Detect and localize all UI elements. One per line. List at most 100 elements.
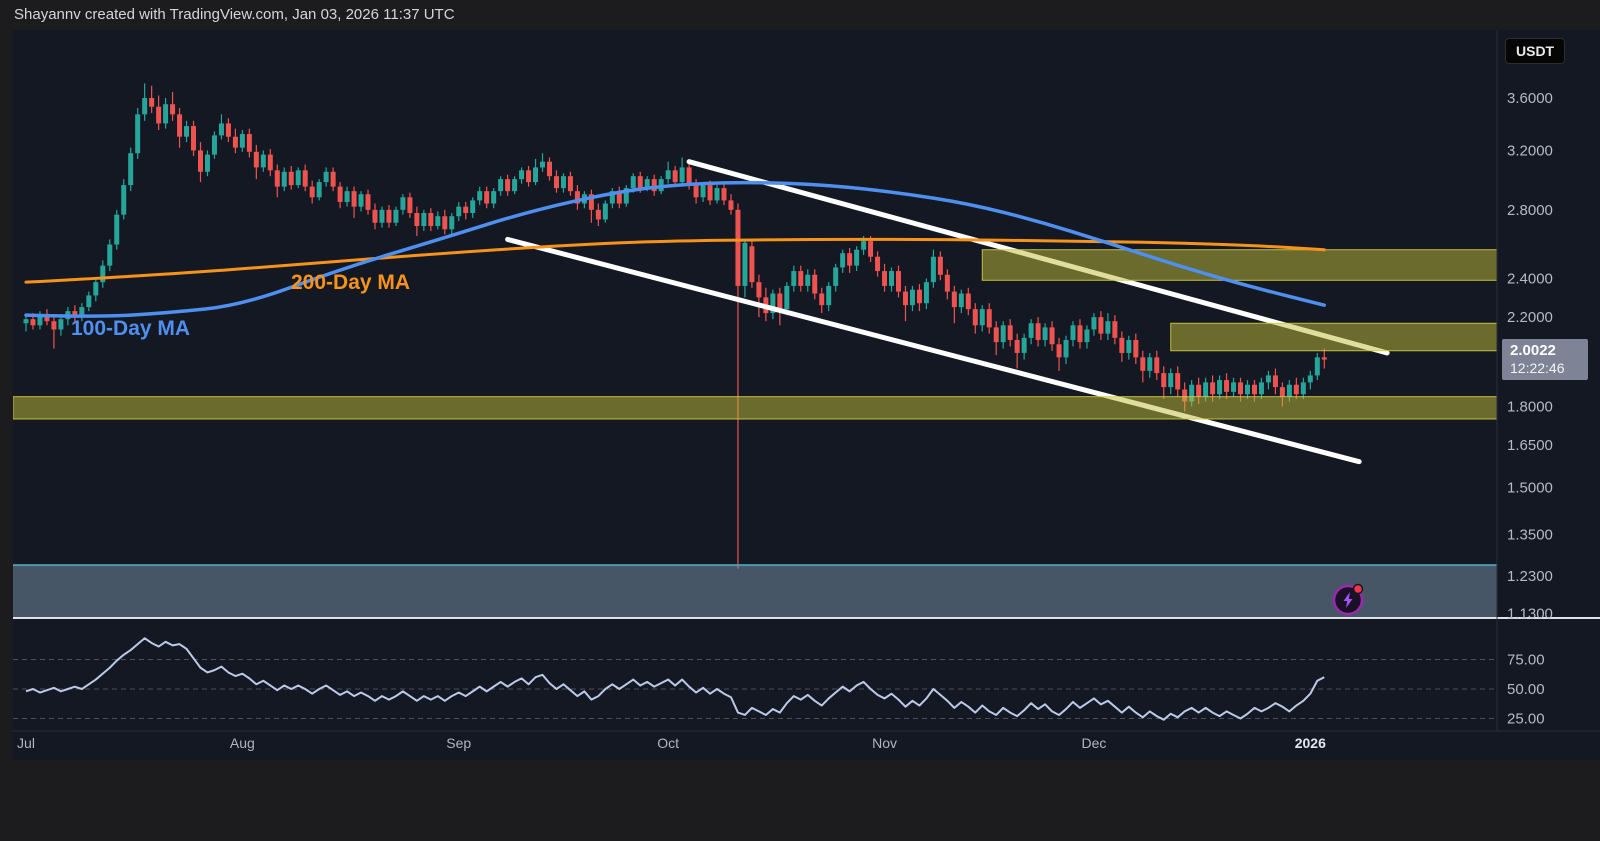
candle-body (1217, 380, 1223, 395)
candle-body (358, 194, 364, 207)
candle-body (1210, 382, 1216, 395)
candle-body (875, 256, 881, 272)
resistance-zone-mid (1170, 322, 1498, 352)
price-tick-label: 1.2300 (1507, 568, 1553, 585)
candle-body (23, 319, 29, 324)
candle-body (1105, 321, 1111, 334)
rsi-tick-label: 25.00 (1507, 711, 1545, 728)
candle-body (1140, 357, 1146, 371)
candle-body (993, 327, 999, 343)
candle-body (665, 170, 671, 180)
candle-body (693, 185, 699, 198)
candle-body (679, 167, 685, 183)
candle-body (128, 153, 134, 186)
candle-body (798, 271, 804, 286)
candle-body (1119, 337, 1125, 353)
candle-body (735, 209, 741, 286)
candle-body (163, 104, 169, 124)
candle-body (1084, 329, 1090, 343)
channel-line-lower (505, 236, 1362, 465)
candle-body (1063, 339, 1069, 358)
candle-body (1279, 387, 1285, 397)
candle-body (505, 179, 511, 192)
candle-body (770, 293, 776, 314)
candle-body (1168, 373, 1174, 388)
candle-body (484, 191, 490, 204)
candle-body (1161, 373, 1167, 388)
time-tick-label: Oct (657, 735, 679, 751)
candle-body (58, 319, 64, 330)
candle-body (191, 126, 197, 151)
candle-body (435, 216, 441, 227)
resistance-zone-upper (981, 249, 1498, 281)
candle-body (965, 293, 971, 310)
rsi-tick-label: 50.00 (1507, 681, 1545, 698)
price-tick-label: 1.6500 (1507, 437, 1553, 454)
candle-body (253, 151, 259, 168)
time-tick-label: Aug (230, 735, 255, 751)
candle-body (512, 179, 518, 192)
candle-body (1203, 382, 1209, 397)
candle-body (540, 161, 546, 168)
candle-body (791, 271, 797, 286)
boost-watermark-icon[interactable] (1332, 583, 1364, 616)
candle-body (1028, 323, 1034, 338)
candle-body (1070, 325, 1076, 340)
candle-body (519, 170, 525, 180)
candle-body (602, 203, 608, 220)
candle-body (854, 249, 860, 266)
candle-body (979, 309, 985, 326)
candle-body (114, 214, 120, 245)
candle-body (1147, 357, 1153, 371)
candle-body (442, 216, 448, 230)
candle-body (958, 293, 964, 308)
time-tick-label: Jul (17, 735, 35, 751)
candle-body (1133, 339, 1139, 358)
candle-body (372, 209, 378, 223)
candle-body (379, 209, 385, 223)
candle-body (1314, 357, 1320, 376)
candle-body (1000, 325, 1006, 343)
candle-body (456, 206, 462, 217)
candle-body (889, 271, 895, 286)
candle-body (156, 106, 162, 124)
candle-body (951, 291, 957, 308)
candle-body (721, 188, 727, 201)
candle-body (121, 185, 127, 215)
candle-body (1042, 327, 1048, 340)
candle-body (1293, 384, 1299, 395)
price-chart-canvas[interactable]: 75.00 50.00 25.00 3.6000 3.2000 2.8000 2.4000 2… (13, 30, 1600, 760)
ma100-line (24, 180, 1327, 318)
candle-body (651, 179, 657, 192)
candle-body (211, 135, 217, 155)
candle-body (218, 123, 224, 136)
price-tick-label: 1.1300 (1507, 606, 1553, 623)
candle-body (714, 188, 720, 201)
candle-body (1189, 384, 1195, 402)
time-tick-label: Sep (446, 735, 471, 751)
chart-area[interactable]: 75.00 50.00 25.00 3.6000 3.2000 2.8000 2.4000 2… (13, 30, 1600, 760)
candle-body (1265, 375, 1271, 383)
candle-body (840, 253, 846, 268)
candle-body (937, 256, 943, 275)
candle-body (1035, 323, 1041, 340)
candle-body (225, 123, 231, 137)
candle-body (1272, 375, 1278, 388)
candle-body (756, 282, 762, 298)
candle-body (1300, 382, 1306, 395)
candle-body (686, 167, 692, 186)
candle-body (972, 309, 978, 326)
candle-body (868, 241, 874, 257)
candle-body (1049, 327, 1055, 345)
candle-body (560, 176, 566, 189)
candle-body (393, 209, 399, 223)
price-tick-label: 2.4000 (1507, 270, 1553, 287)
rsi-tick-label: 75.00 (1507, 652, 1545, 669)
quote-currency-badge: USDT (1505, 38, 1566, 64)
candle-body (1056, 344, 1062, 358)
candle-body (51, 321, 57, 330)
candle-body (295, 170, 301, 186)
candle-body (1258, 382, 1264, 395)
last-price-value: 2.0022 (1510, 342, 1556, 359)
ma200-line (24, 237, 1326, 284)
